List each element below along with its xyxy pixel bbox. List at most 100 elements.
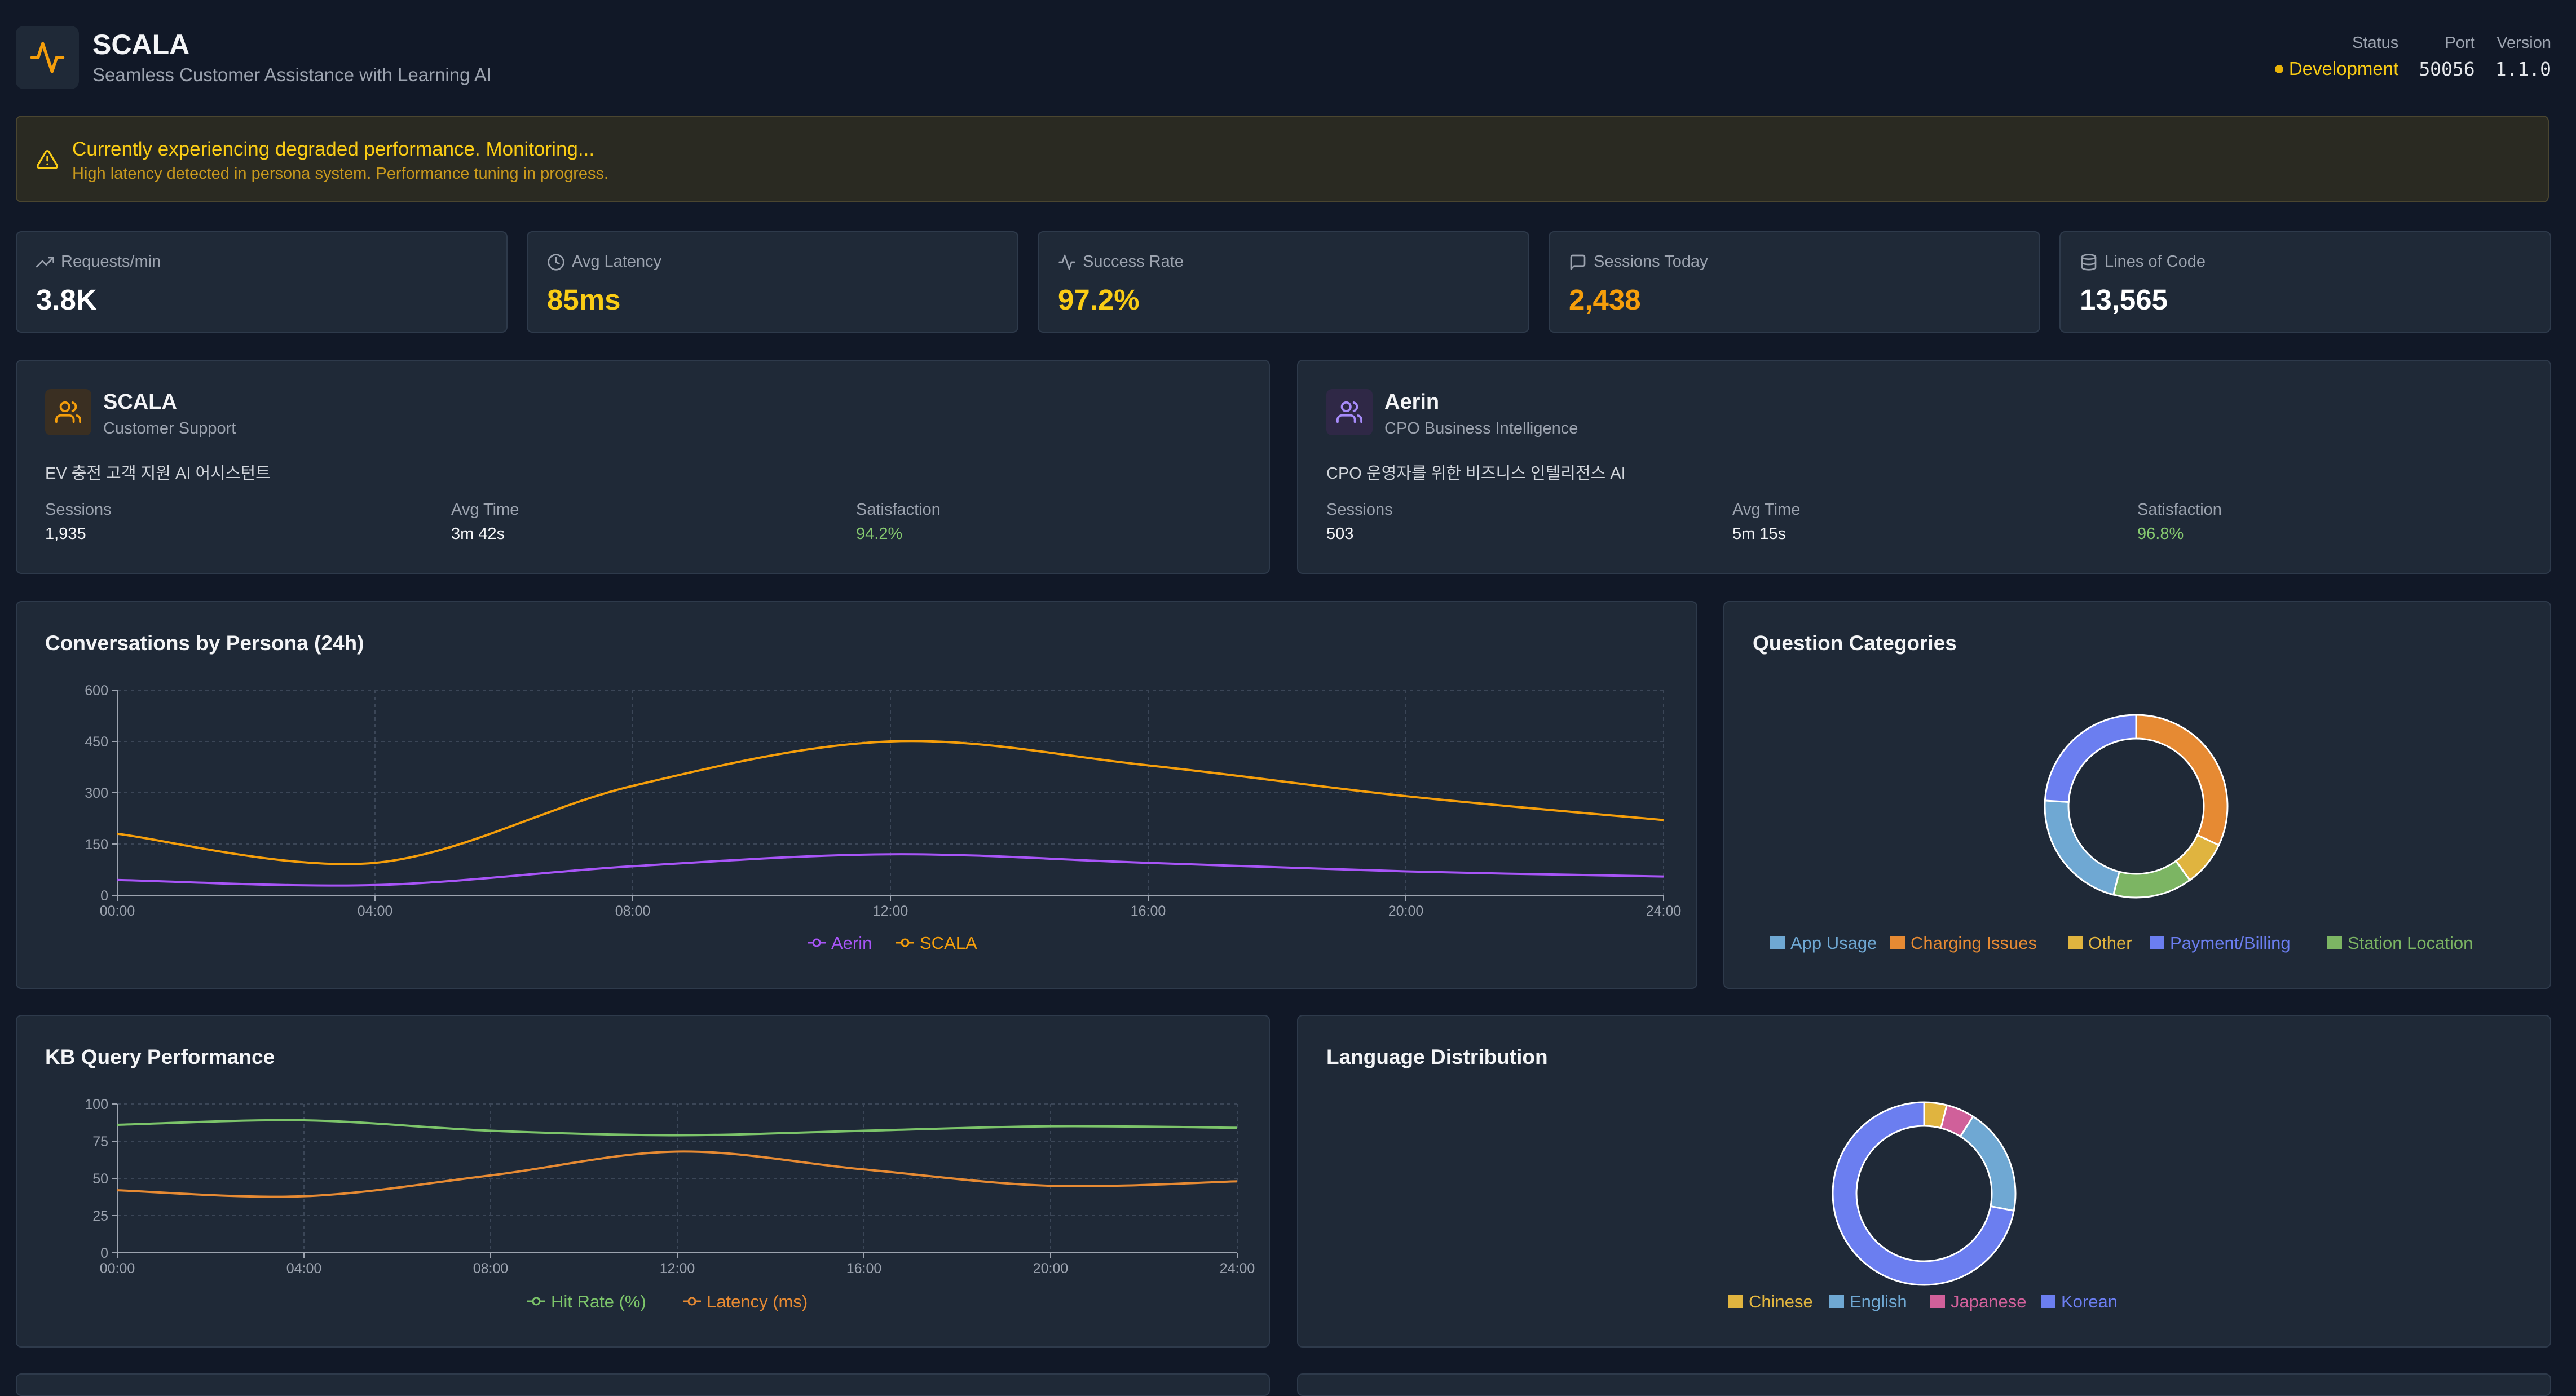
legend-label: Aerin xyxy=(831,933,872,953)
slice-charging-issues xyxy=(2135,714,2229,846)
legend-label: Korean xyxy=(2061,1292,2118,1311)
port-block: Port 50056 xyxy=(2419,34,2474,80)
x-tick-label: 20:00 xyxy=(1033,1261,1069,1276)
satisfaction-value: 96.8% xyxy=(2137,525,2184,543)
port-value: 50056 xyxy=(2419,58,2475,80)
persona-satisfaction: Satisfaction 96.8% xyxy=(2137,501,2222,544)
legend-swatch xyxy=(2327,936,2342,949)
kb-query-line-chart: 0 25 50 75 100 00:00 04:00 08:00 12:00 16:00 20:00… xyxy=(85,1097,1255,1311)
persona-avatar xyxy=(1326,389,1373,435)
legend-label: App Usage xyxy=(1790,933,1877,953)
sessions-value: 503 xyxy=(1326,525,1354,543)
warning-icon xyxy=(36,150,59,169)
degraded-performance-alert: Currently experiencing degraded performa… xyxy=(16,116,2549,202)
next-row-card-left xyxy=(16,1373,1270,1396)
legend-swatch xyxy=(1930,1295,1945,1308)
stat-label: Success Rate xyxy=(1083,253,1184,271)
database-icon xyxy=(2081,253,2097,271)
port-label: Port xyxy=(2445,34,2475,52)
stat-card-success-rate: Success Rate 97.2% xyxy=(1038,231,1529,333)
x-tick-label: 08:00 xyxy=(615,903,651,919)
slice-korean xyxy=(1832,1101,2015,1286)
trending-up-icon xyxy=(36,257,54,267)
legend-swatch xyxy=(2068,936,2083,949)
legend-marker-dot xyxy=(901,938,910,947)
y-tick-label: 600 xyxy=(85,683,108,699)
legend-label: Japanese xyxy=(1951,1292,2026,1311)
chart-title: Conversations by Persona (24h) xyxy=(45,631,364,655)
persona-name: Aerin xyxy=(1384,390,1440,414)
question-categories-donut-chart: App Usage Charging Issues Other Payment/Bil… xyxy=(1770,714,2473,953)
users-icon xyxy=(55,401,81,423)
x-tick-label: 16:00 xyxy=(846,1261,882,1276)
legend-label: Station Location xyxy=(2348,933,2473,953)
chart-title: Question Categories xyxy=(1753,631,1957,655)
legend-label: Charging Issues xyxy=(1911,933,2037,953)
stat-card-requests: Requests/min 3.8K xyxy=(16,231,508,333)
stat-label: Avg Latency xyxy=(572,253,662,271)
x-tick-label: 04:00 xyxy=(286,1261,322,1276)
status-block: Status Development xyxy=(2274,34,2399,80)
series-line-aerin xyxy=(117,853,1664,887)
legend-label: SCALA xyxy=(920,933,977,953)
persona-avatar xyxy=(45,389,91,435)
app-title: SCALA xyxy=(92,29,190,60)
avg-time-label: Avg Time xyxy=(451,501,519,519)
activity-icon xyxy=(30,42,65,73)
y-tick-label: 0 xyxy=(100,1245,108,1261)
persona-sessions: Sessions 503 xyxy=(1326,501,1393,544)
slice-station-location xyxy=(2112,859,2191,899)
y-tick-label: 100 xyxy=(85,1097,108,1112)
stat-label: Sessions Today xyxy=(1594,253,1708,271)
header: SCALA Seamless Customer Assistance with … xyxy=(16,24,2551,91)
legend-swatch xyxy=(2150,936,2164,949)
language-distribution-card: Language Distribution Chinese English Japa… xyxy=(1297,1015,2551,1348)
message-icon xyxy=(1570,254,1586,270)
sessions-value: 1,935 xyxy=(45,525,86,543)
persona-role: CPO Business Intelligence xyxy=(1384,419,1578,438)
users-icon xyxy=(1336,401,1362,423)
x-tick-label: 24:00 xyxy=(1646,903,1682,919)
persona-card-scala[interactable]: SCALA Customer Support EV 충전 고객 지원 AI 어시… xyxy=(16,360,1270,574)
x-tick-label: 00:00 xyxy=(100,903,135,919)
avg-time-label: Avg Time xyxy=(1732,501,1801,519)
version-label: Version xyxy=(2496,34,2551,52)
app-logo xyxy=(16,26,79,89)
x-tick-label: 00:00 xyxy=(100,1261,135,1276)
chart-title: Language Distribution xyxy=(1326,1045,1548,1068)
satisfaction-value: 94.2% xyxy=(856,525,903,543)
stat-card-sessions: Sessions Today 2,438 xyxy=(1549,231,2040,333)
satisfaction-label: Satisfaction xyxy=(2137,501,2222,519)
legend-swatch xyxy=(1829,1295,1844,1308)
stat-card-lines-of-code: Lines of Code 13,565 xyxy=(2059,231,2551,333)
avg-time-value: 5m 15s xyxy=(1732,525,1787,543)
chart-title: KB Query Performance xyxy=(45,1045,275,1068)
y-tick-label: 0 xyxy=(100,888,108,904)
status-badge: Development xyxy=(2274,58,2398,79)
stat-value: 3.8K xyxy=(36,284,97,316)
app-subtitle: Seamless Customer Assistance with Learni… xyxy=(92,64,492,85)
question-categories-card: Question Categories App Usage Charging Is… xyxy=(1723,601,2551,989)
status-label: Status xyxy=(2352,34,2399,52)
kb-query-performance-card: KB Query Performance 0 25 50 75 100 00:00 04:0… xyxy=(16,1015,1270,1348)
legend-swatch xyxy=(1770,936,1785,949)
stat-value: 85ms xyxy=(547,284,621,316)
persona-name: SCALA xyxy=(103,390,177,414)
version-block: Version 1.1.0 xyxy=(2495,34,2551,80)
series-line-hit-rate xyxy=(117,1119,1238,1137)
avg-time-value: 3m 42s xyxy=(451,525,505,543)
x-tick-label: 04:00 xyxy=(358,903,393,919)
clock-icon xyxy=(548,253,564,271)
stat-card-latency: Avg Latency 85ms xyxy=(527,231,1018,333)
version-value: 1.1.0 xyxy=(2495,58,2551,80)
y-tick-label: 75 xyxy=(92,1134,108,1150)
x-tick-label: 24:00 xyxy=(1220,1261,1255,1276)
persona-card-aerin[interactable]: Aerin CPO Business Intelligence CPO 운영자를… xyxy=(1297,360,2551,574)
service-meta: Status Development Port 50056 Version 1.… xyxy=(2274,34,2551,80)
conversations-chart-card: Conversations by Persona (24h) 0 150 300 45… xyxy=(16,601,1697,989)
legend-label: Payment/Billing xyxy=(2170,933,2291,953)
slice-payment-billing xyxy=(2044,714,2137,803)
slice-english xyxy=(1959,1115,2017,1212)
satisfaction-label: Satisfaction xyxy=(856,501,941,519)
